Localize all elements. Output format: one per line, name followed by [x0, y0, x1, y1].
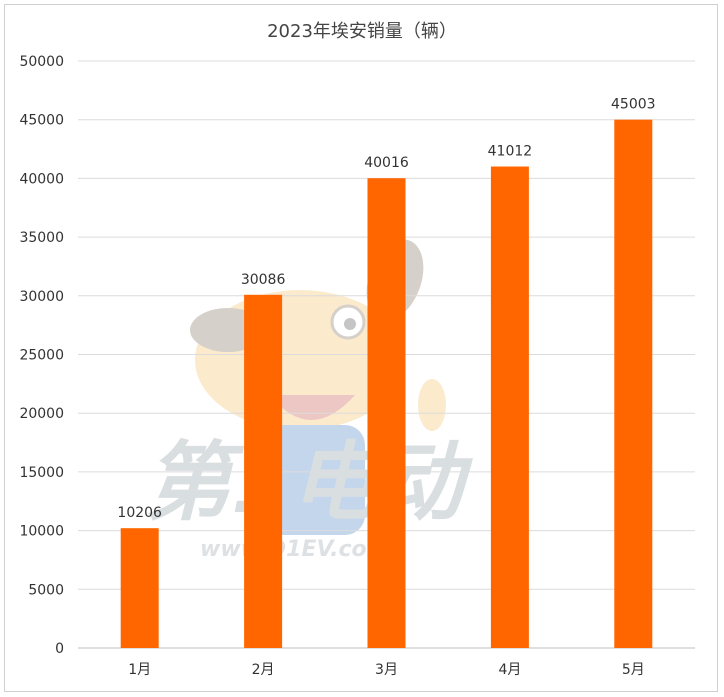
data-labels: 10206 30086 40016 41012 45003 — [117, 97, 655, 522]
data-label: 45003 — [611, 97, 656, 113]
y-axis-ticks: 0 5000 10000 15000 20000 25000 30000 35000 40000… — [19, 54, 64, 657]
y-tick-label: 45000 — [19, 113, 64, 129]
bars — [120, 119, 653, 649]
bar — [120, 528, 159, 648]
bar — [490, 166, 529, 649]
x-tick-label: 3月 — [375, 662, 398, 678]
y-tick-label: 10000 — [19, 524, 64, 540]
y-tick-label: 50000 — [19, 54, 64, 70]
bar — [614, 119, 653, 648]
y-tick-label: 35000 — [19, 230, 64, 246]
bar — [367, 178, 406, 648]
x-tick-label: 1月 — [128, 662, 151, 678]
data-label: 41012 — [488, 144, 533, 160]
y-tick-label: 0 — [55, 641, 64, 657]
data-label: 40016 — [364, 155, 409, 171]
x-tick-label: 2月 — [252, 662, 275, 678]
x-axis-ticks: 1月 2月 3月 4月 5月 — [128, 662, 645, 678]
y-tick-label: 40000 — [19, 171, 64, 187]
data-label: 10206 — [117, 505, 162, 521]
y-tick-label: 5000 — [28, 582, 64, 598]
data-label: 30086 — [241, 272, 286, 288]
chart-title: 2023年埃安销量（辆） — [267, 21, 457, 42]
watermark-url: www.D1EV.com — [200, 537, 390, 562]
y-tick-label: 30000 — [19, 289, 64, 305]
watermark: 第1电动 www.D1EV.com — [145, 239, 474, 562]
y-tick-label: 25000 — [19, 348, 64, 364]
y-tick-label: 20000 — [19, 406, 64, 422]
x-tick-label: 4月 — [498, 662, 521, 678]
watermark-brand: 第1电动 — [145, 433, 474, 533]
x-tick-label: 5月 — [622, 662, 645, 678]
bar — [244, 294, 283, 648]
y-tick-label: 15000 — [19, 465, 64, 481]
